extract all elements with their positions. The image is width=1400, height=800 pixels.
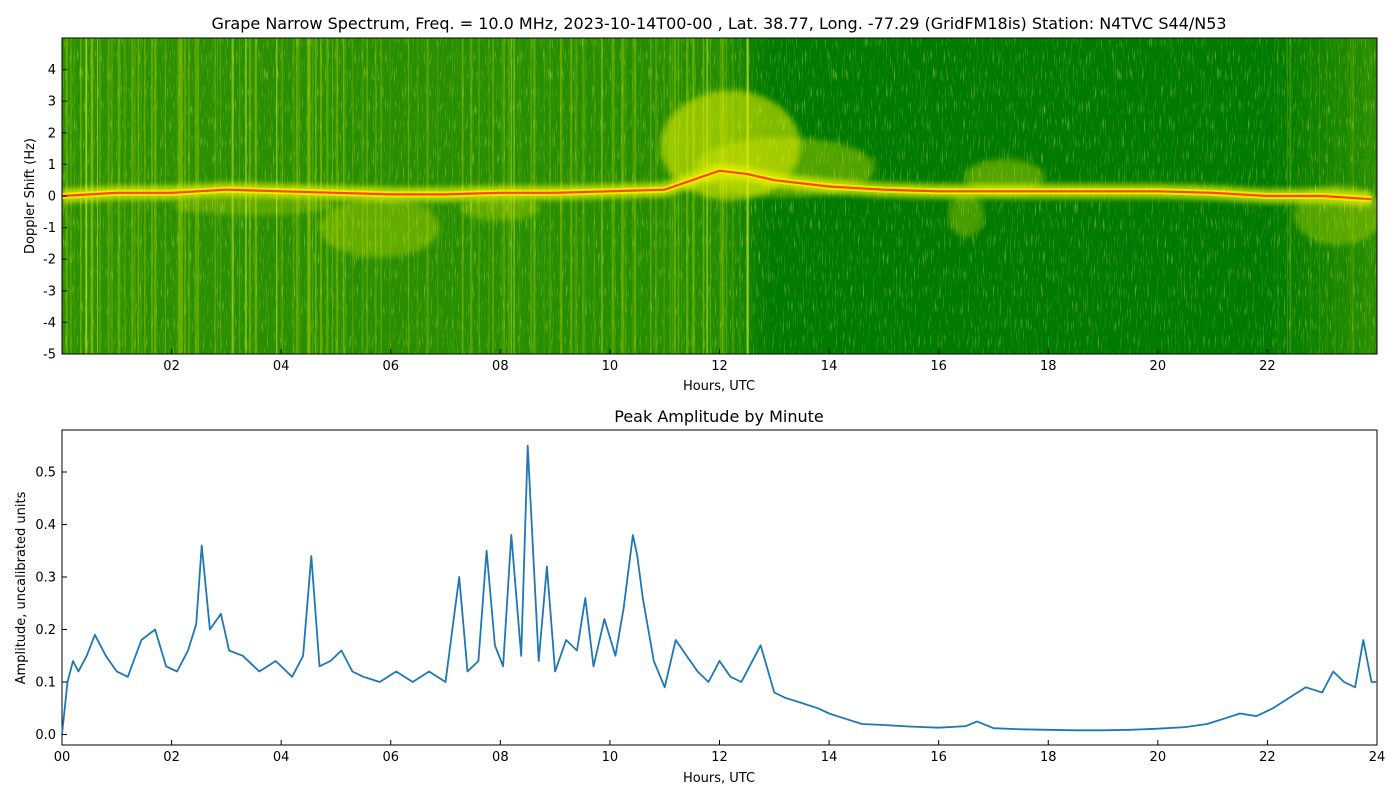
spectrogram-panel: Grape Narrow Spectrum, Freq. = 10.0 MHz,… — [23, 14, 1378, 394]
x-tick-label: 02 — [163, 750, 180, 765]
spectrogram-y-ticks: -5 -4 -3 -2 -1 0 1 2 3 4 — [43, 63, 67, 363]
spectrogram-blob — [460, 196, 541, 221]
amplitude-title: Peak Amplitude by Minute — [614, 407, 824, 426]
y-tick-label: 4 — [48, 63, 56, 78]
x-tick-label: 18 — [1040, 750, 1057, 765]
spectrogram-streak — [671, 38, 673, 354]
x-tick-label: 04 — [273, 750, 290, 765]
y-tick-label: 0.4 — [35, 518, 56, 533]
x-tick-label: 14 — [821, 359, 838, 374]
x-tick-label: 02 — [163, 359, 180, 374]
y-tick-label: 0.0 — [35, 728, 56, 743]
amplitude-frame — [61, 429, 1378, 746]
x-tick-label: 00 — [54, 750, 71, 765]
x-tick-label: 10 — [602, 359, 619, 374]
y-tick-label: 1 — [48, 158, 56, 173]
x-tick-label: 16 — [930, 359, 947, 374]
x-tick-label: 20 — [1150, 750, 1167, 765]
x-tick-label: 22 — [1259, 359, 1276, 374]
x-tick-label: 12 — [711, 359, 728, 374]
y-tick-label: -3 — [43, 284, 56, 299]
spectrogram-blob — [948, 192, 985, 237]
amplitude-x-label: Hours, UTC — [683, 771, 755, 786]
spectrogram-y-label: Doppler Shift (Hz) — [23, 138, 38, 254]
y-tick-label: 0.5 — [35, 466, 56, 481]
amplitude-y-label: Amplitude, uncalibrated units — [14, 491, 29, 684]
spectrogram-streak — [694, 38, 696, 354]
x-tick-label: 16 — [930, 750, 947, 765]
x-tick-label: 18 — [1040, 359, 1057, 374]
amplitude-panel: Peak Amplitude by Minute 00 02 04 06 08 10 12 1… — [14, 407, 1385, 786]
spectrogram-streak — [681, 38, 683, 354]
y-tick-label: 2 — [48, 126, 56, 141]
spectrogram-streak — [692, 38, 695, 354]
x-tick-label: 08 — [492, 359, 509, 374]
y-tick-label: -5 — [43, 348, 56, 363]
carrier-trace — [62, 169, 1372, 201]
spectrogram-x-label: Hours, UTC — [683, 379, 755, 394]
x-tick-label: 20 — [1150, 359, 1167, 374]
spectrogram-blob — [319, 197, 440, 258]
x-tick-label: 08 — [492, 750, 509, 765]
x-tick-label: 06 — [382, 750, 399, 765]
x-tick-label: 24 — [1369, 750, 1386, 765]
amplitude-x-ticks: 00 02 04 06 08 10 12 14 16 18 20 22 24 — [54, 740, 1386, 765]
amplitude-y-ticks: 0.0 0.1 0.2 0.3 0.4 0.5 — [35, 466, 67, 743]
x-tick-label: 10 — [602, 750, 619, 765]
y-tick-label: -2 — [43, 253, 56, 268]
spectrogram-blob — [173, 195, 334, 216]
y-tick-label: -1 — [43, 221, 56, 236]
y-tick-label: 0.2 — [35, 623, 56, 638]
y-tick-label: 0.3 — [35, 571, 56, 586]
x-tick-label: 06 — [382, 359, 399, 374]
x-tick-label: 04 — [273, 359, 290, 374]
x-tick-label: 22 — [1259, 750, 1276, 765]
spectrogram-streak — [673, 38, 676, 354]
spectrogram-streak — [669, 38, 672, 354]
y-tick-label: -4 — [43, 316, 56, 331]
y-tick-label: 3 — [48, 95, 56, 110]
amplitude-series-line — [61, 444, 1377, 735]
y-tick-label: 0.1 — [35, 676, 56, 691]
spectrogram-title: Grape Narrow Spectrum, Freq. = 10.0 MHz,… — [211, 14, 1226, 33]
spectrogram-streak — [686, 38, 689, 354]
y-tick-label: 0 — [48, 190, 56, 205]
spectrogram-x-ticks: 02 04 06 08 10 12 14 16 18 20 22 — [163, 349, 1276, 374]
spectrogram-streak — [677, 38, 680, 354]
x-tick-label: 12 — [711, 750, 728, 765]
x-tick-label: 14 — [821, 750, 838, 765]
